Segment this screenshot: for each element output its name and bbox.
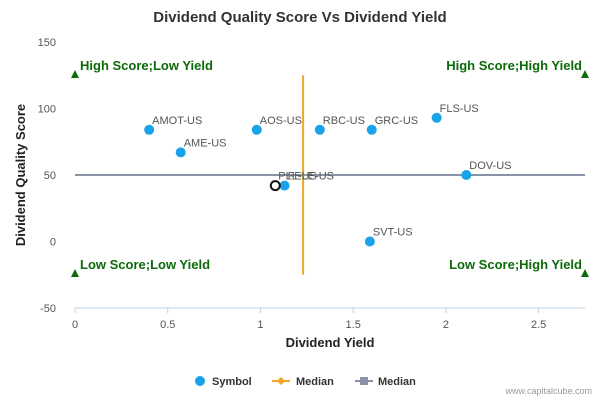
data-point <box>175 147 186 158</box>
data-point <box>144 124 155 135</box>
data-point-label: DOV-US <box>469 160 511 172</box>
data-point <box>251 124 262 135</box>
quadrant-label-top-right: High Score;High Yield <box>446 58 582 73</box>
legend-median-square-icon <box>360 377 368 385</box>
x-axis-title: Dividend Yield <box>286 335 375 350</box>
x-tick-label: 0 <box>72 319 78 331</box>
quadrant-marker-icon <box>71 70 79 78</box>
quadrant-label-bottom-right: Low Score;High Yield <box>449 257 582 272</box>
quadrant-marker-icon <box>581 269 589 277</box>
x-tick-label: 2.5 <box>531 319 546 331</box>
median-lines <box>75 75 585 275</box>
legend-label-median-vertical: Median <box>296 376 334 388</box>
data-point-label: RBC-US <box>323 115 365 127</box>
data-point <box>279 180 290 191</box>
x-tick-label: 0.5 <box>160 319 175 331</box>
quadrant-marker-icon <box>581 70 589 78</box>
data-point-label: GRC-US <box>375 115 418 127</box>
data-point-label: AOS-US <box>260 115 302 127</box>
y-tick-label: 0 <box>50 237 56 249</box>
x-axis: 0 0.5 1 1.5 2 2.5 <box>72 308 546 331</box>
data-point <box>314 124 325 135</box>
highlight-point <box>269 180 281 192</box>
data-point-label: FELE-US <box>288 171 334 183</box>
data-point-label: AMOT-US <box>152 115 202 127</box>
y-tick-label: -50 <box>40 303 56 315</box>
y-tick-label: 150 <box>38 37 56 49</box>
legend: Symbol Median Median <box>195 376 416 388</box>
quadrant-label-bottom-left: Low Score;Low Yield <box>80 257 210 272</box>
y-tick-label: 100 <box>38 104 56 116</box>
legend-median-diamond-icon <box>277 377 285 385</box>
y-axis-title: Dividend Quality Score <box>13 104 28 246</box>
data-point <box>461 170 472 180</box>
data-point-label: SVT-US <box>373 227 413 239</box>
chart-title: Dividend Quality Score Vs Dividend Yield <box>153 9 446 26</box>
legend-symbol-icon <box>195 376 205 386</box>
quadrant-markers <box>71 70 589 277</box>
credit-text: www.capitalcube.com <box>504 386 592 396</box>
data-point <box>366 124 377 135</box>
scatter-points: AMOT-US AME-US AOS-US RBC-US GRC-US FLS-US DOV… <box>144 103 511 247</box>
quadrant-marker-icon <box>71 269 79 277</box>
highlight-point-label: PLL-US <box>278 171 317 183</box>
data-point-label: AME-US <box>184 137 227 149</box>
legend-label-median-horizontal: Median <box>378 376 416 388</box>
data-point <box>431 112 442 123</box>
data-point-label: FLS-US <box>440 103 479 115</box>
y-tick-label: 50 <box>44 170 56 182</box>
legend-label-symbol: Symbol <box>212 376 252 388</box>
x-tick-label: 2 <box>443 319 449 331</box>
quadrant-label-top-left: High Score;Low Yield <box>80 58 213 73</box>
x-tick-label: 1 <box>257 319 263 331</box>
data-point <box>364 236 375 247</box>
y-axis: -50 0 50 100 150 <box>38 37 56 315</box>
x-tick-label: 1.5 <box>346 319 361 331</box>
quadrant-labels: High Score;Low Yield High Score;High Yiel… <box>80 58 582 272</box>
